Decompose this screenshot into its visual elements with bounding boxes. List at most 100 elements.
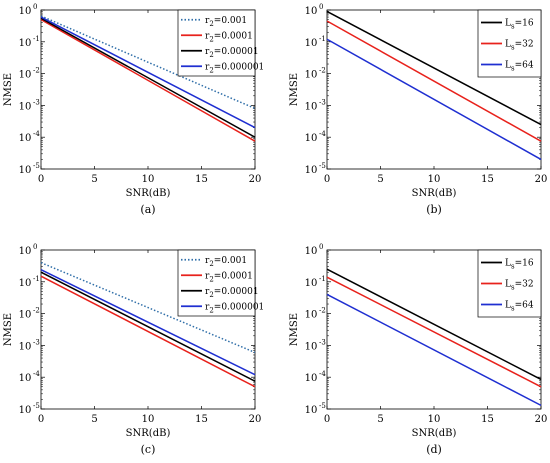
series-line-1 (326, 268, 542, 381)
y-tick-exponent: -4 (319, 130, 326, 138)
y-tick-exponent: -3 (33, 98, 40, 106)
x-tick-label: 15 (481, 174, 494, 185)
y-tick-label: 10 (305, 405, 318, 416)
x-tick-label: 20 (535, 174, 548, 185)
y-tick-exponent: -5 (33, 402, 40, 410)
x-tick-label: 5 (377, 174, 383, 185)
x-tick-label: 20 (535, 414, 548, 425)
y-tick-label: 10 (19, 165, 32, 176)
series-line-2 (326, 20, 542, 142)
x-tick-label: 5 (91, 174, 97, 185)
legend-entry: Ls=16 (505, 19, 534, 31)
y-tick-label: 10 (19, 278, 32, 289)
panel-label: (a) (140, 203, 155, 216)
y-tick-exponent: 0 (319, 243, 323, 251)
y-tick-label: 10 (305, 133, 318, 144)
legend-entry: r2=0.00001 (205, 47, 259, 59)
x-tick-label: 0 (38, 414, 44, 425)
y-tick-label: 10 (19, 246, 32, 257)
y-tick-label: 10 (19, 101, 32, 112)
y-tick-exponent: 0 (33, 3, 37, 11)
x-tick-label: 15 (481, 414, 494, 425)
series-line-3 (326, 293, 542, 407)
x-tick-label: 5 (91, 414, 97, 425)
legend-entry: Ls=64 (505, 301, 534, 313)
series-line-4 (40, 16, 256, 129)
legend-entry: r2=0.00001 (205, 287, 259, 299)
y-tick-label: 10 (19, 341, 32, 352)
series-line-2 (326, 276, 542, 388)
y-tick-exponent: -3 (33, 338, 40, 346)
x-axis-label: SNR(dB) (126, 188, 171, 199)
y-tick-label: 10 (19, 38, 32, 49)
series-line-3 (326, 38, 542, 161)
series-line-1 (40, 15, 256, 110)
y-tick-exponent: -5 (319, 162, 326, 170)
legend-box (177, 249, 256, 317)
y-tick-exponent: -1 (319, 35, 326, 43)
y-tick-exponent: -2 (33, 307, 40, 315)
y-tick-exponent: -1 (33, 35, 40, 43)
y-tick-exponent: -4 (33, 130, 40, 138)
y-tick-exponent: -3 (319, 338, 326, 346)
x-tick-label: 5 (377, 414, 383, 425)
y-axis-label: NMSE (289, 73, 300, 106)
x-tick-label: 15 (195, 174, 208, 185)
y-tick-label: 10 (19, 373, 32, 384)
y-tick-exponent: -5 (319, 402, 326, 410)
series-line-2 (40, 18, 256, 142)
x-tick-label: 10 (428, 414, 441, 425)
y-tick-label: 10 (305, 38, 318, 49)
y-tick-exponent: -4 (33, 370, 40, 378)
panel-label: (d) (426, 443, 442, 456)
y-tick-label: 10 (305, 341, 318, 352)
x-tick-label: 0 (324, 414, 330, 425)
legend-entry: r2=0.001 (205, 256, 247, 268)
legend-entry: Ls=16 (505, 259, 534, 271)
y-tick-exponent: -1 (319, 275, 326, 283)
y-axis-label: NMSE (289, 313, 300, 346)
series-line-3 (40, 271, 256, 382)
series-line-1 (326, 10, 542, 126)
x-tick-label: 20 (249, 414, 262, 425)
y-tick-label: 10 (19, 310, 32, 321)
y-tick-exponent: 0 (33, 243, 37, 251)
y-tick-label: 10 (19, 405, 32, 416)
x-tick-label: 10 (142, 414, 155, 425)
legend-entry: r2=0.0001 (205, 271, 253, 283)
series-line-2 (40, 275, 256, 388)
y-tick-label: 10 (305, 310, 318, 321)
y-tick-exponent: 0 (319, 3, 323, 11)
y-tick-label: 10 (305, 101, 318, 112)
y-tick-exponent: -4 (319, 370, 326, 378)
panel-label: (b) (426, 203, 442, 216)
legend-entry: r2=0.000001 (205, 62, 264, 74)
legend-entry: r2=0.000001 (205, 302, 264, 314)
x-tick-label: 0 (324, 174, 330, 185)
legend-entry: Ls=64 (505, 61, 534, 73)
y-tick-exponent: -2 (319, 307, 326, 315)
y-tick-label: 10 (305, 278, 318, 289)
y-tick-label: 10 (19, 6, 32, 17)
y-tick-label: 10 (19, 133, 32, 144)
series-line-4 (40, 269, 256, 376)
y-tick-label: 10 (305, 246, 318, 257)
series-line-3 (40, 17, 256, 138)
y-tick-label: 10 (305, 6, 318, 17)
y-tick-label: 10 (305, 70, 318, 81)
x-tick-label: 10 (428, 174, 441, 185)
x-axis-label: SNR(dB) (412, 428, 457, 439)
legend-entry: Ls=32 (505, 40, 534, 52)
x-axis-label: SNR(dB) (126, 428, 171, 439)
y-axis-label: NMSE (3, 313, 14, 346)
x-axis-label: SNR(dB) (412, 188, 457, 199)
y-tick-exponent: -2 (33, 67, 40, 75)
legend-box (177, 9, 256, 77)
y-tick-label: 10 (305, 165, 318, 176)
series-line-1 (40, 261, 256, 354)
x-tick-label: 15 (195, 414, 208, 425)
